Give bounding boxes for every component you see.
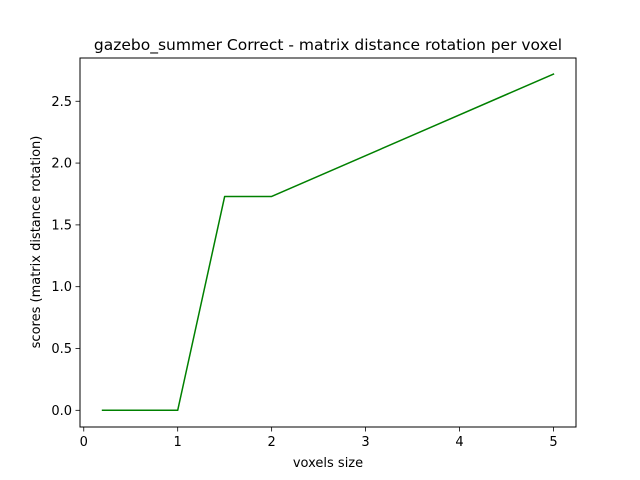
x-tick-label: 5 [549, 435, 557, 450]
x-tick-label: 0 [80, 435, 88, 450]
x-tick-label: 1 [174, 435, 182, 450]
y-ticks: 0.0 0.5 1.0 1.5 2.0 2.5 [51, 95, 80, 419]
y-tick-label: 0.0 [51, 404, 72, 419]
y-axis-label: scores (matrix distance rotation) [29, 136, 44, 349]
y-tick-label: 2.5 [51, 95, 72, 110]
series-line-0 [101, 73, 555, 412]
y-tick-label: 0.5 [51, 342, 72, 357]
y-tick-label: 1.5 [51, 218, 72, 233]
chart-title: gazebo_summer Correct - matrix distance … [94, 36, 562, 55]
x-ticks: 0 1 2 3 4 5 [80, 427, 558, 450]
y-tick-label: 2.0 [51, 157, 72, 172]
x-tick-label: 4 [455, 435, 463, 450]
x-tick-label: 3 [361, 435, 369, 450]
y-tick-label: 1.0 [51, 280, 72, 295]
series-layer [101, 73, 555, 412]
x-tick-label: 2 [267, 435, 275, 450]
plot-area: 0 1 2 3 4 5 0.0 0.5 1.0 1.5 2.0 2.5 [51, 57, 577, 450]
x-axis-label: voxels size [293, 456, 363, 471]
axes-frame [79, 57, 577, 428]
